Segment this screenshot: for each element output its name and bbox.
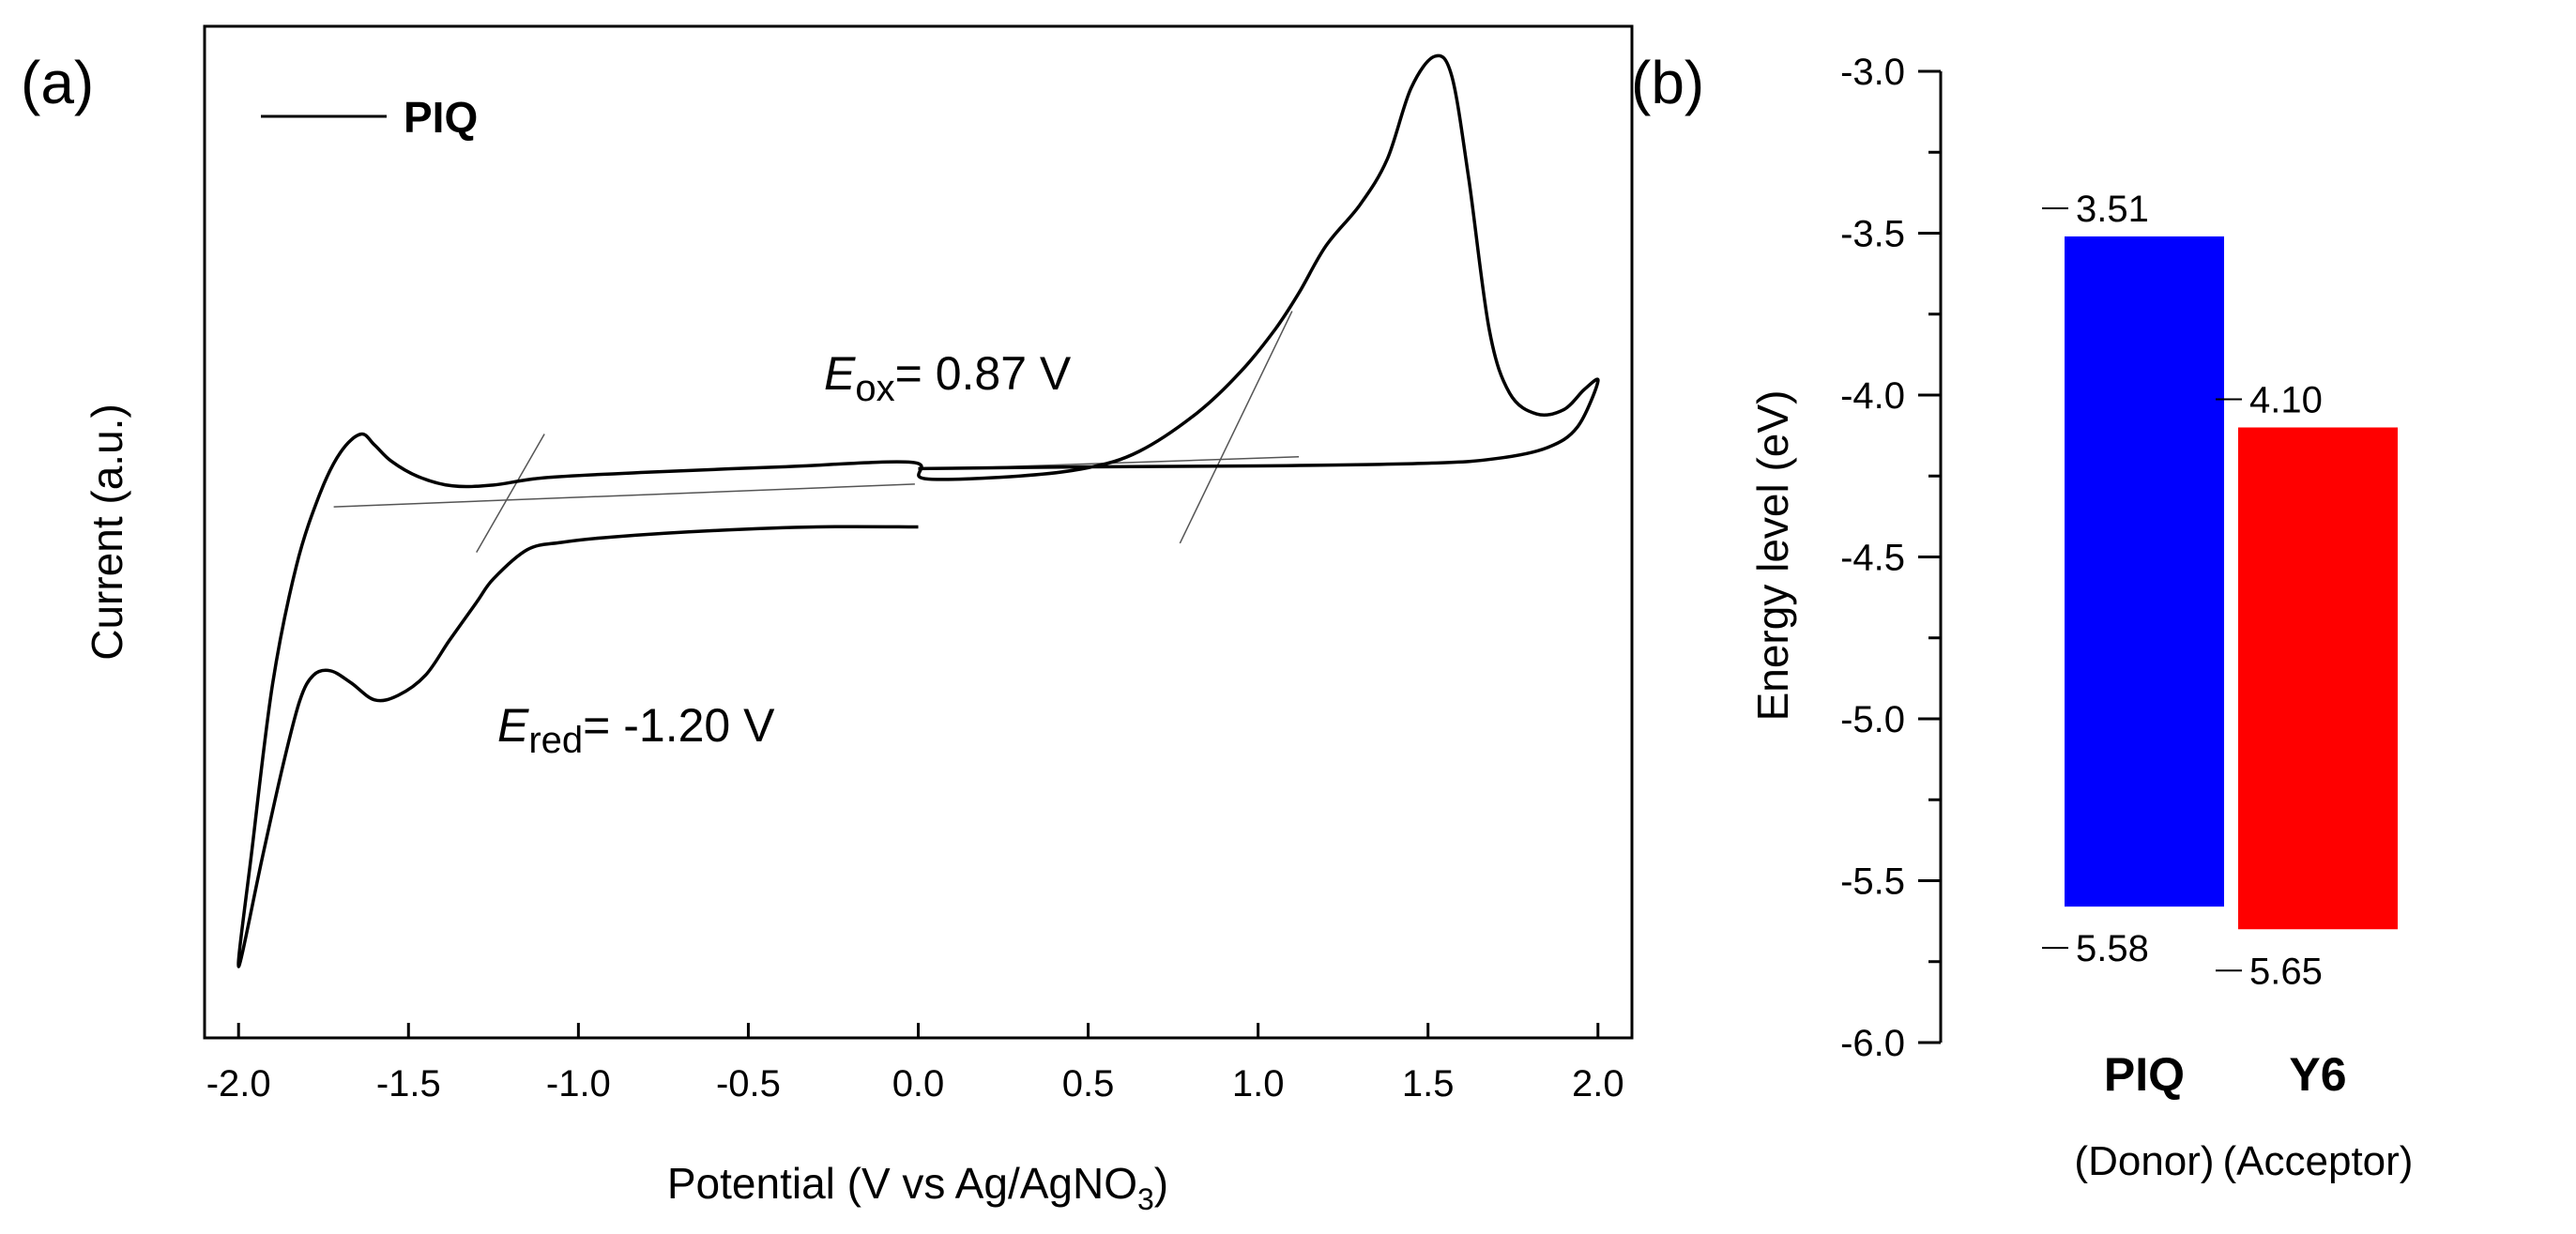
y-tick-label: -3.0 xyxy=(1840,52,1905,93)
annotation-e-ox-symbol: E xyxy=(824,347,856,400)
x-tick-label: 1.5 xyxy=(1402,1063,1455,1105)
annotation-e-red-sub: red xyxy=(528,720,583,761)
panel-a-label: (a) xyxy=(21,49,94,116)
cv-curve-piq xyxy=(236,53,1600,968)
x-tick-label: -0.5 xyxy=(716,1063,781,1105)
energy-bar-piq xyxy=(2065,236,2224,907)
annotation-e-ox: Eox= 0.87 V xyxy=(824,347,1072,409)
annotation-e-red-value: = -1.20 V xyxy=(583,699,775,752)
x-tick-label: 2.0 xyxy=(1572,1063,1624,1105)
panel-a-lines xyxy=(236,53,1600,968)
annotation-e-red: Ered= -1.20 V xyxy=(497,699,775,761)
y-tick-label: -6.0 xyxy=(1840,1023,1905,1064)
tangent-line xyxy=(476,434,545,554)
tangent-line xyxy=(333,483,915,508)
x-axis-title-end: ) xyxy=(1154,1159,1168,1208)
panel-b-y-axis-title: Energy level (eV) xyxy=(1748,390,1797,722)
x-axis-title-sub: 3 xyxy=(1137,1182,1154,1216)
annotation-e-ox-sub: ox xyxy=(855,368,894,409)
x-tick-label: 0.5 xyxy=(1062,1063,1115,1105)
annotation-e-red-symbol: E xyxy=(497,699,529,752)
homo-value-y6: 5.65 xyxy=(2249,951,2323,992)
category-name-piq: PIQ xyxy=(2104,1048,2185,1101)
y-tick-label: -4.0 xyxy=(1840,375,1905,417)
x-axis-title-main: Potential (V vs Ag/AgNO xyxy=(667,1159,1137,1208)
energy-bar-y6 xyxy=(2238,427,2398,930)
panel-a-frame xyxy=(203,24,1634,1040)
legend-label-piq: PIQ xyxy=(404,93,478,142)
panel-a-x-ticks: -2.0 -1.5 -1.0 -0.5 0.0 0.5 1.0 1.5 2.0 xyxy=(206,1023,1624,1105)
panel-b-bars: 3.51 5.58 PIQ (Donor) 4.10 5.65 Y6 (Acceptor) xyxy=(2042,189,2413,1184)
category-name-y6: Y6 xyxy=(2289,1048,2346,1101)
y-tick-label: -5.5 xyxy=(1840,861,1905,903)
y-tick-label: -4.5 xyxy=(1840,538,1905,579)
lumo-value-piq: 3.51 xyxy=(2076,189,2149,230)
x-tick-label: -2.0 xyxy=(206,1063,271,1105)
panel-b-y-ticks: -3.0 -3.5 -4.0 -4.5 -5.0 -5.5 -6.0 xyxy=(1840,52,1941,1064)
x-tick-label: -1.5 xyxy=(376,1063,441,1105)
category-role-y6: (Acceptor) xyxy=(2223,1138,2414,1184)
x-tick-label: 0.0 xyxy=(892,1063,945,1105)
x-tick-label: 1.0 xyxy=(1232,1063,1285,1105)
category-role-piq: (Donor) xyxy=(2074,1138,2214,1184)
panel-b: (b) -3.0 -3.5 -4.0 -4.5 -5.0 -5.5 -6.0 3.51 5.5… xyxy=(1631,49,2413,1184)
y-tick-label: -5.0 xyxy=(1840,699,1905,740)
panel-a: (a) -2.0 -1.5 -1.0 -0.5 0.0 0.5 1.0 1.5 2.0 PIQ … xyxy=(21,24,1634,1216)
homo-value-piq: 5.58 xyxy=(2076,928,2149,969)
panel-a-y-axis-title: Current (a.u.) xyxy=(83,404,131,661)
y-tick-label: -3.5 xyxy=(1840,214,1905,255)
annotation-e-ox-value: = 0.87 V xyxy=(895,347,1072,400)
panel-a-x-axis-title: Potential (V vs Ag/AgNO3) xyxy=(667,1159,1168,1216)
x-tick-label: -1.0 xyxy=(546,1063,611,1105)
lumo-value-y6: 4.10 xyxy=(2249,380,2323,421)
panel-b-label: (b) xyxy=(1631,49,1704,116)
tangent-line xyxy=(1179,311,1293,544)
